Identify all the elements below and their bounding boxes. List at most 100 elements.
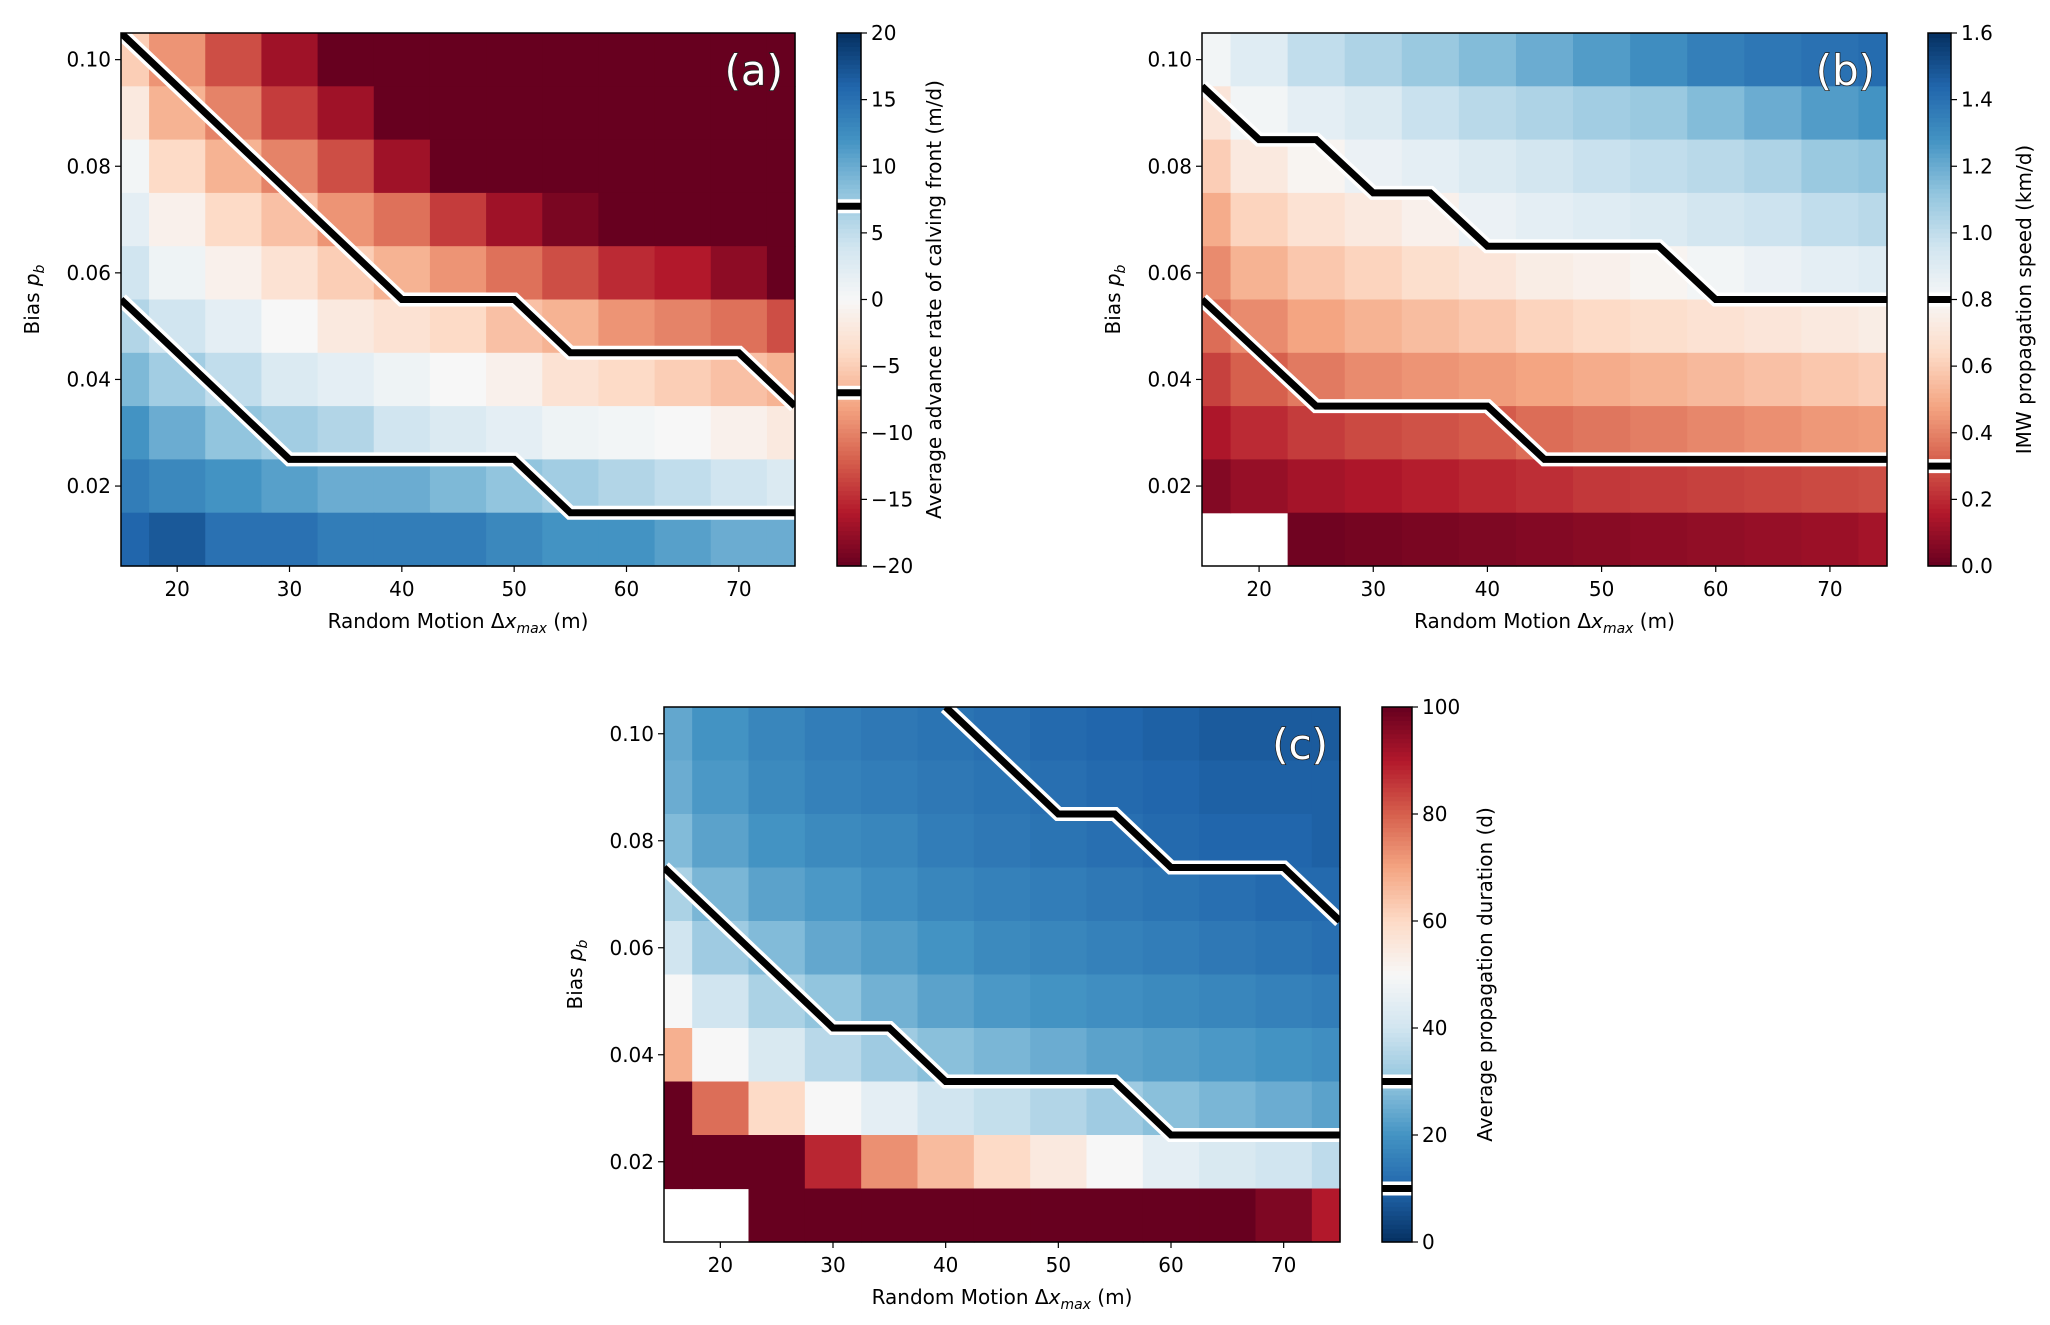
colorbar-label: Average propagation duration (d): [1473, 807, 1497, 1142]
heatmap-cell: [1202, 246, 1232, 301]
colorbar-segment: [1382, 778, 1412, 784]
heatmap-cell: [373, 299, 431, 354]
colorbar-segment: [837, 339, 861, 345]
heatmap-cell: [1744, 512, 1802, 567]
heatmap-cell: [1202, 352, 1232, 407]
colorbar-tick-label: −15: [871, 487, 913, 511]
panel-label: (a): [724, 46, 783, 95]
colorbar-segment: [1928, 188, 1951, 194]
colorbar-segment: [837, 348, 861, 354]
colorbar-segment: [1928, 357, 1951, 363]
colorbar-segment: [837, 68, 861, 74]
colorbar-segment: [837, 330, 861, 336]
colorbar-segment: [837, 55, 861, 61]
heatmap-cell: [1202, 33, 1232, 87]
heatmap-cell: [804, 921, 862, 976]
heatmap-cell: [429, 512, 487, 567]
colorbar-segment: [1382, 845, 1412, 851]
heatmap-cell: [654, 192, 712, 247]
heatmap-cell: [1344, 406, 1403, 460]
colorbar-segment: [1382, 898, 1412, 904]
contour-line: [943, 707, 1340, 924]
colorbar-segment: [1382, 1170, 1412, 1176]
colorbar-segment: [1382, 1099, 1412, 1105]
colorbar-segment: [1928, 170, 1951, 176]
heatmap-cell: [1287, 33, 1346, 87]
heatmap-cell: [1401, 139, 1460, 194]
heatmap-cell: [1630, 299, 1688, 354]
heatmap-cell: [1573, 246, 1631, 301]
heatmap-cell: [1630, 512, 1688, 567]
colorbar-segment: [1382, 827, 1412, 833]
heatmap-cell: [1858, 512, 1888, 567]
colorbar-segment: [1928, 450, 1951, 456]
colorbar-segment: [837, 512, 861, 518]
heatmap-cell: [542, 192, 600, 247]
colorbar-segment: [1382, 742, 1412, 748]
heatmap-cell: [654, 246, 712, 301]
colorbar-segment: [1382, 814, 1412, 820]
heatmap-cell: [1086, 1188, 1144, 1243]
colorbar-segment: [1928, 499, 1951, 505]
heatmap-cell: [317, 86, 375, 141]
colorbar-segment: [1382, 885, 1412, 891]
heatmap-cell: [1199, 921, 1257, 976]
colorbar-segment: [1928, 139, 1951, 145]
x-tick-label: 30: [820, 1253, 845, 1277]
colorbar-segment: [837, 281, 861, 287]
heatmap-cell: [486, 86, 543, 141]
heatmap-cell: [261, 459, 319, 514]
colorbar: 0 20 40 60 80 100 Average propagation duration…: [1381, 695, 1497, 1254]
colorbar-segment: [1928, 95, 1951, 101]
heatmap-cell: [317, 512, 375, 567]
heatmap-cell: [654, 86, 712, 141]
colorbar-segment: [837, 450, 861, 456]
heatmap-cell: [1573, 352, 1631, 407]
heatmap-cell: [1858, 86, 1888, 141]
heatmap-cell: [429, 192, 487, 247]
colorbar-segment: [837, 250, 861, 256]
heatmap-cell: [1142, 921, 1200, 976]
colorbar-segment: [1382, 818, 1412, 824]
colorbar-tick-label: 0.6: [1961, 354, 1993, 378]
heatmap-cell: [317, 299, 375, 354]
heatmap-cell: [1458, 352, 1517, 407]
heatmap-cell: [1401, 406, 1460, 460]
y-tick-label: 0.08: [66, 154, 111, 178]
colorbar-segment: [837, 361, 861, 367]
colorbar-segment: [1928, 539, 1951, 545]
colorbar-segment: [837, 463, 861, 469]
heatmap-cell: [542, 139, 600, 194]
y-tick-label: 0.06: [1147, 261, 1192, 285]
heatmap-cell: [1344, 246, 1403, 301]
colorbar-segment: [1928, 308, 1951, 314]
heatmap-cell: [861, 921, 919, 976]
colorbar-segment: [1382, 849, 1412, 855]
colorbar-segment: [837, 321, 861, 327]
heatmap-cell: [1199, 707, 1257, 762]
colorbar-segment: [1928, 184, 1951, 190]
heatmap-cell: [804, 867, 862, 922]
colorbar-segment: [837, 486, 861, 492]
colorbar-segment: [1928, 152, 1951, 158]
heatmap-cell: [205, 192, 263, 247]
heatmap-cell: [429, 139, 487, 194]
heatmap-cell: [766, 299, 796, 354]
heatmap-cell: [1287, 406, 1346, 460]
colorbar-segment: [1928, 175, 1951, 181]
heatmap-cell: [598, 192, 656, 247]
colorbar-segment: [1382, 1108, 1412, 1114]
heatmap-cell: [917, 1135, 975, 1190]
heatmap-cell: [1202, 192, 1232, 247]
colorbar-segment: [1382, 952, 1412, 958]
x-tick-label: 60: [614, 577, 639, 601]
colorbar-segment: [837, 117, 861, 123]
colorbar-frame: [1381, 706, 1413, 1243]
colorbar-tick-label: −10: [871, 421, 913, 445]
heatmap-cell: [664, 974, 693, 1029]
heatmap-cell: [1687, 406, 1745, 460]
colorbar-segment: [1382, 854, 1412, 860]
colorbar-segment: [1928, 432, 1951, 438]
colorbar-segment: [1928, 286, 1951, 292]
axes-frame: [663, 706, 1341, 1243]
